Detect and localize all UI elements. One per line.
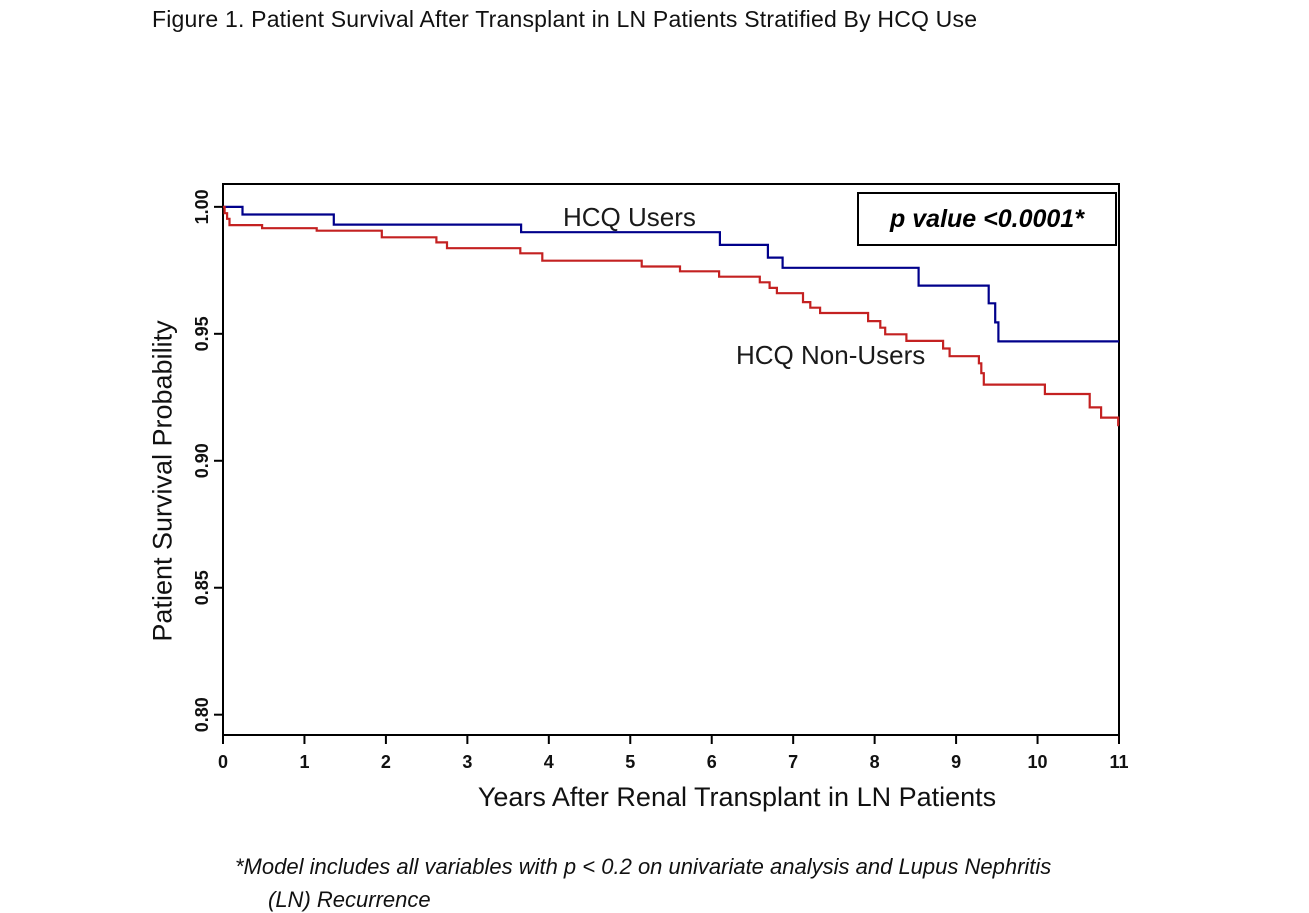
km-curve-hcq-users	[223, 205, 1119, 343]
hcq-non-users-curve-label: HCQ Non-Users	[736, 340, 926, 370]
hcq-users-curve-label: HCQ Users	[563, 202, 696, 232]
y-tick-label: 0.85	[192, 570, 212, 605]
x-tick-label: 10	[1028, 752, 1048, 772]
x-tick-label: 4	[544, 752, 554, 772]
footnote: *Model includes all variables with p < 0…	[235, 850, 1051, 913]
x-tick-label: 6	[707, 752, 717, 772]
km-curve-hcq-non-users	[223, 205, 1120, 427]
p-value-box: p value <0.0001*	[857, 192, 1117, 246]
x-tick-label: 8	[870, 752, 880, 772]
x-tick-label: 0	[218, 752, 228, 772]
y-axis-label: Patient Survival Probability	[147, 320, 178, 642]
x-tick-label: 3	[462, 752, 472, 772]
p-value-text: p value <0.0001*	[890, 204, 1084, 233]
x-tick-label: 2	[381, 752, 391, 772]
y-tick-label: 0.95	[192, 316, 212, 351]
x-tick-label: 1	[299, 752, 309, 772]
x-tick-label: 9	[951, 752, 961, 772]
x-tick-label: 11	[1109, 752, 1128, 772]
y-tick-label: 1.00	[192, 189, 212, 224]
y-tick-label: 0.90	[192, 443, 212, 478]
footnote-line-2: (LN) Recurrence	[268, 887, 431, 912]
x-axis-label: Years After Renal Transplant in LN Patie…	[477, 782, 997, 812]
x-tick-label: 7	[788, 752, 798, 772]
figure-title: Figure 1. Patient Survival After Transpl…	[152, 6, 978, 32]
footnote-line-1: *Model includes all variables with p < 0…	[235, 854, 1052, 879]
x-tick-label: 5	[625, 752, 635, 772]
y-tick-label: 0.80	[192, 697, 212, 732]
plot-frame	[222, 183, 1120, 736]
